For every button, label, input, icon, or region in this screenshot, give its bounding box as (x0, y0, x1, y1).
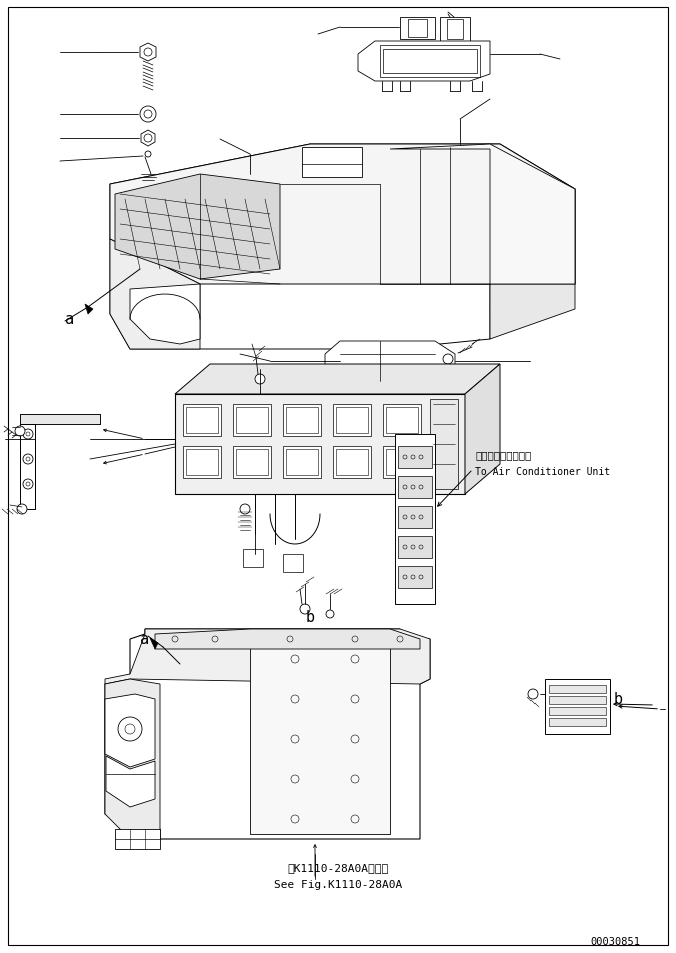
Polygon shape (358, 42, 490, 82)
Text: 第K1110-28A0A図参照: 第K1110-28A0A図参照 (287, 862, 389, 872)
Bar (236, 450, 268, 476)
Bar (333, 405, 371, 436)
Circle shape (118, 718, 142, 741)
Circle shape (528, 689, 538, 700)
Bar (286, 408, 318, 434)
Circle shape (26, 457, 30, 461)
Circle shape (240, 504, 250, 515)
Polygon shape (105, 679, 160, 840)
Bar (283, 555, 303, 573)
Polygon shape (549, 707, 606, 716)
Circle shape (23, 455, 33, 464)
Polygon shape (440, 18, 470, 42)
Polygon shape (398, 506, 432, 529)
Text: b: b (306, 610, 314, 625)
Polygon shape (115, 174, 280, 280)
Bar (336, 450, 368, 476)
Bar (283, 405, 321, 436)
Polygon shape (85, 305, 93, 314)
Polygon shape (325, 341, 455, 381)
Polygon shape (110, 240, 200, 350)
Polygon shape (105, 629, 430, 840)
Text: a: a (66, 313, 74, 327)
Bar (186, 450, 218, 476)
Bar (386, 450, 418, 476)
Circle shape (255, 375, 265, 385)
Bar (233, 447, 271, 478)
Polygon shape (105, 695, 155, 767)
Polygon shape (110, 145, 575, 310)
Polygon shape (398, 566, 432, 588)
Polygon shape (175, 365, 500, 395)
Bar (236, 408, 268, 434)
Circle shape (23, 430, 33, 439)
Bar (283, 447, 321, 478)
Text: See Fig.K1110-28A0A: See Fig.K1110-28A0A (274, 879, 402, 889)
Bar (336, 408, 368, 434)
Polygon shape (250, 639, 390, 834)
Polygon shape (549, 697, 606, 704)
Polygon shape (465, 365, 500, 495)
Bar (383, 405, 421, 436)
Polygon shape (398, 447, 432, 469)
Circle shape (140, 107, 156, 123)
Polygon shape (490, 285, 575, 339)
Bar (243, 550, 263, 567)
Bar (386, 408, 418, 434)
Polygon shape (105, 629, 430, 684)
Circle shape (144, 49, 152, 57)
Polygon shape (447, 20, 463, 40)
Polygon shape (398, 476, 432, 498)
Bar (183, 405, 221, 436)
Text: 00030851: 00030851 (590, 936, 640, 946)
Circle shape (300, 604, 310, 615)
Bar (183, 447, 221, 478)
Text: b: b (613, 692, 623, 707)
Polygon shape (115, 829, 160, 849)
Bar (383, 447, 421, 478)
Circle shape (26, 433, 30, 436)
Polygon shape (398, 537, 432, 558)
Polygon shape (140, 44, 156, 62)
Polygon shape (395, 435, 435, 604)
Polygon shape (20, 415, 100, 510)
Circle shape (326, 610, 334, 618)
Polygon shape (150, 639, 158, 649)
Polygon shape (20, 415, 100, 424)
Circle shape (15, 427, 25, 436)
Polygon shape (400, 18, 435, 40)
Circle shape (443, 355, 453, 365)
Polygon shape (110, 145, 575, 350)
Polygon shape (175, 395, 465, 495)
Polygon shape (155, 629, 420, 649)
Polygon shape (141, 131, 155, 147)
Polygon shape (130, 285, 200, 345)
Circle shape (17, 504, 27, 515)
Polygon shape (408, 20, 427, 38)
Polygon shape (549, 685, 606, 693)
Bar (430, 399, 458, 490)
Polygon shape (390, 145, 575, 285)
Polygon shape (549, 719, 606, 726)
Bar (333, 447, 371, 478)
Bar (186, 408, 218, 434)
Text: a: a (141, 632, 149, 647)
Bar (302, 148, 362, 178)
Bar (286, 450, 318, 476)
Circle shape (144, 111, 152, 119)
Text: To Air Conditioner Unit: To Air Conditioner Unit (475, 467, 610, 476)
Polygon shape (545, 679, 610, 734)
Text: エアコンユニットへ: エアコンユニットへ (475, 450, 531, 459)
Circle shape (26, 482, 30, 486)
Circle shape (145, 152, 151, 158)
Circle shape (23, 479, 33, 490)
Bar (233, 405, 271, 436)
Polygon shape (106, 757, 155, 807)
